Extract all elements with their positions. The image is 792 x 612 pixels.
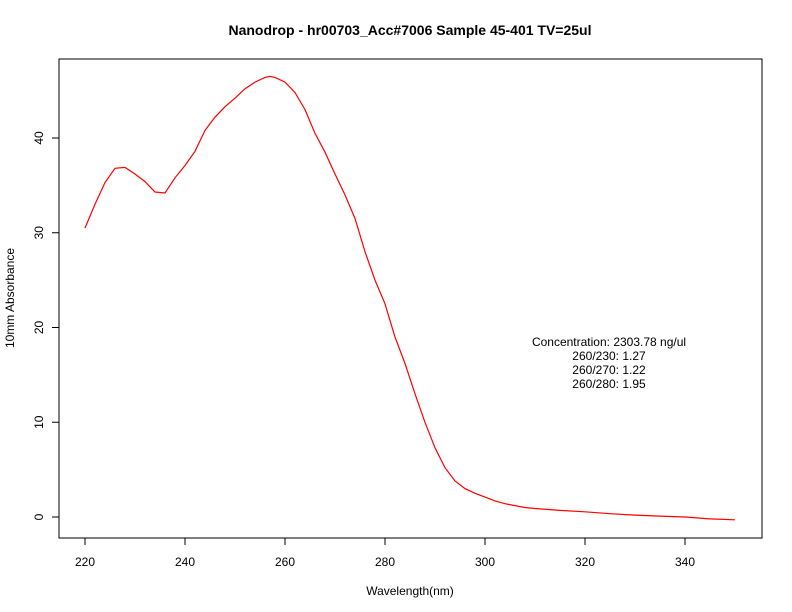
y-tick-label: 40 xyxy=(32,131,46,145)
x-tick-label: 300 xyxy=(475,555,495,569)
x-tick-label: 240 xyxy=(175,555,195,569)
x-tick-label: 260 xyxy=(275,555,295,569)
x-axis: 220 240 260 280 300 320 340 xyxy=(75,537,695,569)
annotation-260-230: 260/230: 1.27 xyxy=(572,349,646,363)
y-axis: 0 10 20 30 40 xyxy=(32,131,60,520)
stats-annotation: Concentration: 2303.78 ng/ul 260/230: 1.… xyxy=(532,335,686,391)
annotation-260-270: 260/270: 1.22 xyxy=(572,363,646,377)
y-tick-label: 0 xyxy=(32,513,46,520)
annotation-260-280: 260/280: 1.95 xyxy=(572,377,646,391)
absorbance-line xyxy=(84,75,736,521)
y-tick-label: 30 xyxy=(32,226,46,240)
y-tick-label: 20 xyxy=(32,321,46,335)
x-tick-label: 280 xyxy=(375,555,395,569)
annotation-concentration: Concentration: 2303.78 ng/ul xyxy=(532,335,686,349)
plot-frame xyxy=(58,58,763,539)
y-tick-label: 10 xyxy=(32,415,46,429)
y-axis-title: 10mm Absorbance xyxy=(3,248,17,348)
x-tick-label: 220 xyxy=(75,555,95,569)
chart-title: Nanodrop - hr00703_Acc#7006 Sample 45-40… xyxy=(228,22,591,38)
x-axis-title: Wavelength(nm) xyxy=(366,584,454,598)
x-tick-label: 340 xyxy=(675,555,695,569)
x-tick-label: 320 xyxy=(575,555,595,569)
series-layer xyxy=(84,75,736,521)
